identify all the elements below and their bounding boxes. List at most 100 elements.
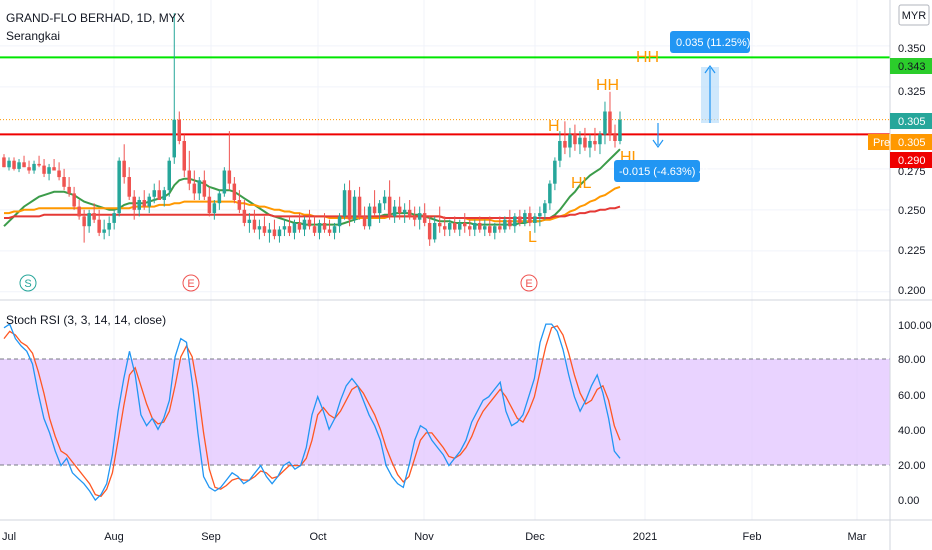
candle-body [488, 226, 492, 233]
candle-body [172, 119, 176, 158]
candle-body [407, 209, 412, 217]
candle-body [347, 190, 352, 220]
price-tag-premarket [868, 134, 932, 150]
candle-body [147, 196, 151, 207]
symbol-title[interactable]: GRAND-FLO BERHAD, 1D, MYX [6, 11, 185, 25]
event-marker-e[interactable]: E [520, 274, 538, 292]
price-tag-green-line-value: 0.343 [898, 61, 926, 73]
candle-body [107, 223, 111, 230]
candle-body [197, 180, 202, 194]
event-marker-s[interactable]: S [19, 274, 37, 292]
candle-body [162, 190, 166, 200]
stoch-rsi-band [0, 359, 890, 465]
measure-down-label-box [614, 160, 700, 182]
measure-up-label: 0.035 (11.25%) 7 [676, 37, 760, 49]
candle-body [568, 134, 572, 148]
osc-tick: 20.00 [898, 460, 926, 472]
candle-body [137, 200, 141, 210]
candle-body [277, 229, 282, 237]
candle-body [518, 216, 522, 223]
candle-body [12, 160, 16, 169]
candle-body [362, 216, 367, 227]
candle-body [468, 226, 472, 230]
candle-body [132, 196, 136, 210]
candle-body [598, 134, 602, 145]
candle-body [312, 226, 317, 233]
candle-body [618, 119, 622, 141]
candle-body [613, 134, 617, 141]
candle-body [267, 229, 272, 233]
candle-body [232, 183, 237, 200]
candle-body [37, 163, 41, 166]
candle-body [478, 223, 482, 230]
price-tag-red-line [890, 152, 932, 168]
candle-body [513, 216, 517, 227]
candle-body [222, 170, 227, 194]
candle-body [297, 223, 302, 230]
candle-body [22, 162, 26, 168]
candle-body [553, 160, 557, 184]
time-label: Jul [2, 531, 16, 543]
candle-body [458, 223, 462, 230]
time-label: Feb [743, 531, 762, 543]
candle-body [372, 206, 377, 214]
candle-body [72, 193, 76, 207]
candle-body [102, 229, 106, 233]
candle-body [302, 219, 307, 230]
candlesticks [2, 13, 622, 246]
candle-body [493, 226, 497, 233]
candle-body [67, 186, 71, 194]
time-label: Oct [309, 531, 326, 543]
candle-body [422, 213, 427, 223]
candle-body [397, 206, 402, 214]
candle-body [448, 223, 452, 230]
candle-body [533, 216, 537, 223]
marker-hh: HH [596, 77, 619, 94]
candle-body [432, 223, 437, 240]
candle-body [322, 223, 327, 230]
marker-h: H [548, 118, 560, 135]
horizontal-levels [0, 56, 890, 136]
candle-body [117, 160, 121, 214]
candle-body [112, 213, 116, 223]
candle-body [207, 196, 212, 214]
premarket-prefix: Pre [873, 137, 890, 149]
candle-body [252, 219, 257, 230]
candle-body [97, 219, 101, 233]
time-label: 2021 [633, 531, 657, 543]
candle-body [187, 170, 191, 184]
price-tag-last [890, 113, 932, 129]
candle-body [192, 183, 197, 194]
candle-body [262, 226, 267, 233]
candle-body [142, 200, 146, 207]
candle-body [257, 226, 262, 230]
marker-l: L [528, 229, 537, 246]
candle-body [167, 160, 171, 191]
measure-up-label-box [670, 31, 750, 53]
candle-body [498, 226, 502, 230]
candle-body [523, 213, 527, 223]
time-label: Aug [104, 531, 124, 543]
time-label: Mar [848, 531, 867, 543]
candle-body [292, 223, 297, 233]
candle-body [332, 226, 337, 233]
candle-body [317, 223, 322, 233]
chart-style-label[interactable]: Serangkai [6, 29, 60, 43]
time-label: Nov [414, 531, 434, 543]
currency-button[interactable] [898, 4, 930, 26]
candle-body [608, 111, 612, 135]
event-marker-e[interactable]: E [182, 274, 200, 292]
candle-body [27, 167, 31, 171]
candle-body [583, 137, 587, 148]
osc-tick: 100.00 [898, 320, 932, 332]
candle-body [342, 190, 347, 217]
price-tick: 0.325 [898, 86, 926, 98]
price-tick: 0.250 [898, 205, 926, 217]
price-tick: 0.225 [898, 245, 926, 257]
candle-body [127, 177, 131, 197]
time-label: Sep [201, 531, 221, 543]
oscillator-title[interactable]: Stoch RSI (3, 3, 14, 14, close) [6, 313, 166, 327]
candle-body [503, 219, 507, 230]
candle-body [157, 190, 161, 200]
candle-body [538, 213, 542, 217]
